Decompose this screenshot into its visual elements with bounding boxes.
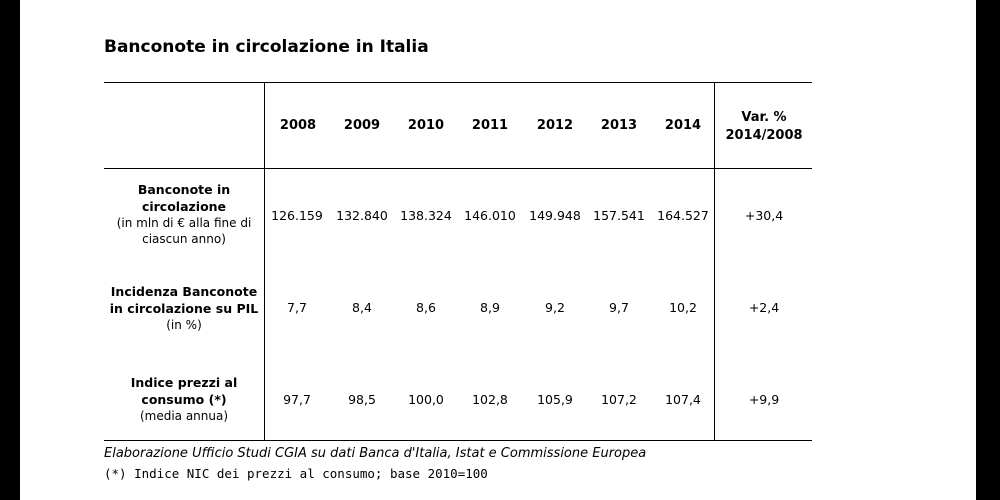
var-cell: +2,4 (748, 299, 780, 315)
var-header: Var. % 2014/2008 (716, 104, 812, 150)
row-label-sub: (media annua) (139, 409, 229, 423)
row-label-main: Banconote in circolazione (137, 182, 231, 214)
year-header-2014: 2014 (664, 117, 702, 133)
row-label-indice: Indice prezzi al consumo (*) (media annu… (104, 370, 264, 428)
table-cell: 10,2 (669, 299, 697, 315)
footnote: (*) Indice NIC dei prezzi al consumo; ba… (104, 466, 488, 481)
row-label-sub: (in mln di € alla fine di ciascun anno) (116, 216, 252, 246)
year-header-2011: 2011 (471, 117, 509, 133)
var-header-line1: Var. % (741, 110, 787, 125)
table-cell: 157.541 (593, 207, 645, 223)
table-cell: 98,5 (348, 391, 376, 407)
table-top-rule (104, 82, 812, 83)
table-cell: 9,2 (545, 299, 565, 315)
source-note: Elaborazione Ufficio Studi CGIA su dati … (104, 446, 647, 461)
table-cell: 7,7 (287, 299, 307, 315)
row-label-main: Indice prezzi al consumo (*) (130, 375, 238, 407)
table-cell: 8,6 (416, 299, 436, 315)
year-header-2012: 2012 (536, 117, 574, 133)
year-header-2010: 2010 (407, 117, 445, 133)
table-cell: 132.840 (336, 207, 388, 223)
table-cell: 149.948 (529, 207, 581, 223)
table-cell: 9,7 (609, 299, 629, 315)
row-label-main: Incidenza Banconote in circolazione su P… (109, 284, 259, 316)
header-bottom-rule (104, 168, 812, 169)
table-cell: 138.324 (400, 207, 452, 223)
year-header-2008: 2008 (279, 117, 317, 133)
table-cell: 146.010 (464, 207, 516, 223)
table-cell: 100,0 (408, 391, 444, 407)
year-header-2009: 2009 (343, 117, 381, 133)
table-cell: 97,7 (283, 391, 311, 407)
table-title: Banconote in circolazione in Italia (104, 37, 429, 57)
year-header-2013: 2013 (600, 117, 638, 133)
table-cell: 102,8 (472, 391, 508, 407)
table-cell: 8,9 (480, 299, 500, 315)
table-bottom-rule (104, 440, 812, 441)
var-cell: +30,4 (744, 207, 784, 223)
var-header-line2: 2014/2008 (725, 128, 803, 143)
var-column-divider (714, 82, 715, 441)
table-cell: 164.527 (657, 207, 709, 223)
row-label-banconote: Banconote in circolazione (in mln di € a… (104, 176, 264, 252)
table-cell: 105,9 (537, 391, 573, 407)
table-cell: 107,4 (665, 391, 701, 407)
table-cell: 126.159 (271, 207, 323, 223)
table-cell: 107,2 (601, 391, 637, 407)
row-label-sub: (in %) (166, 318, 202, 332)
label-column-divider (264, 82, 265, 441)
var-cell: +9,9 (748, 391, 780, 407)
table-cell: 8,4 (352, 299, 372, 315)
document-page: Banconote in circolazione in Italia 2008… (20, 0, 976, 500)
row-label-incidenza: Incidenza Banconote in circolazione su P… (104, 270, 264, 346)
